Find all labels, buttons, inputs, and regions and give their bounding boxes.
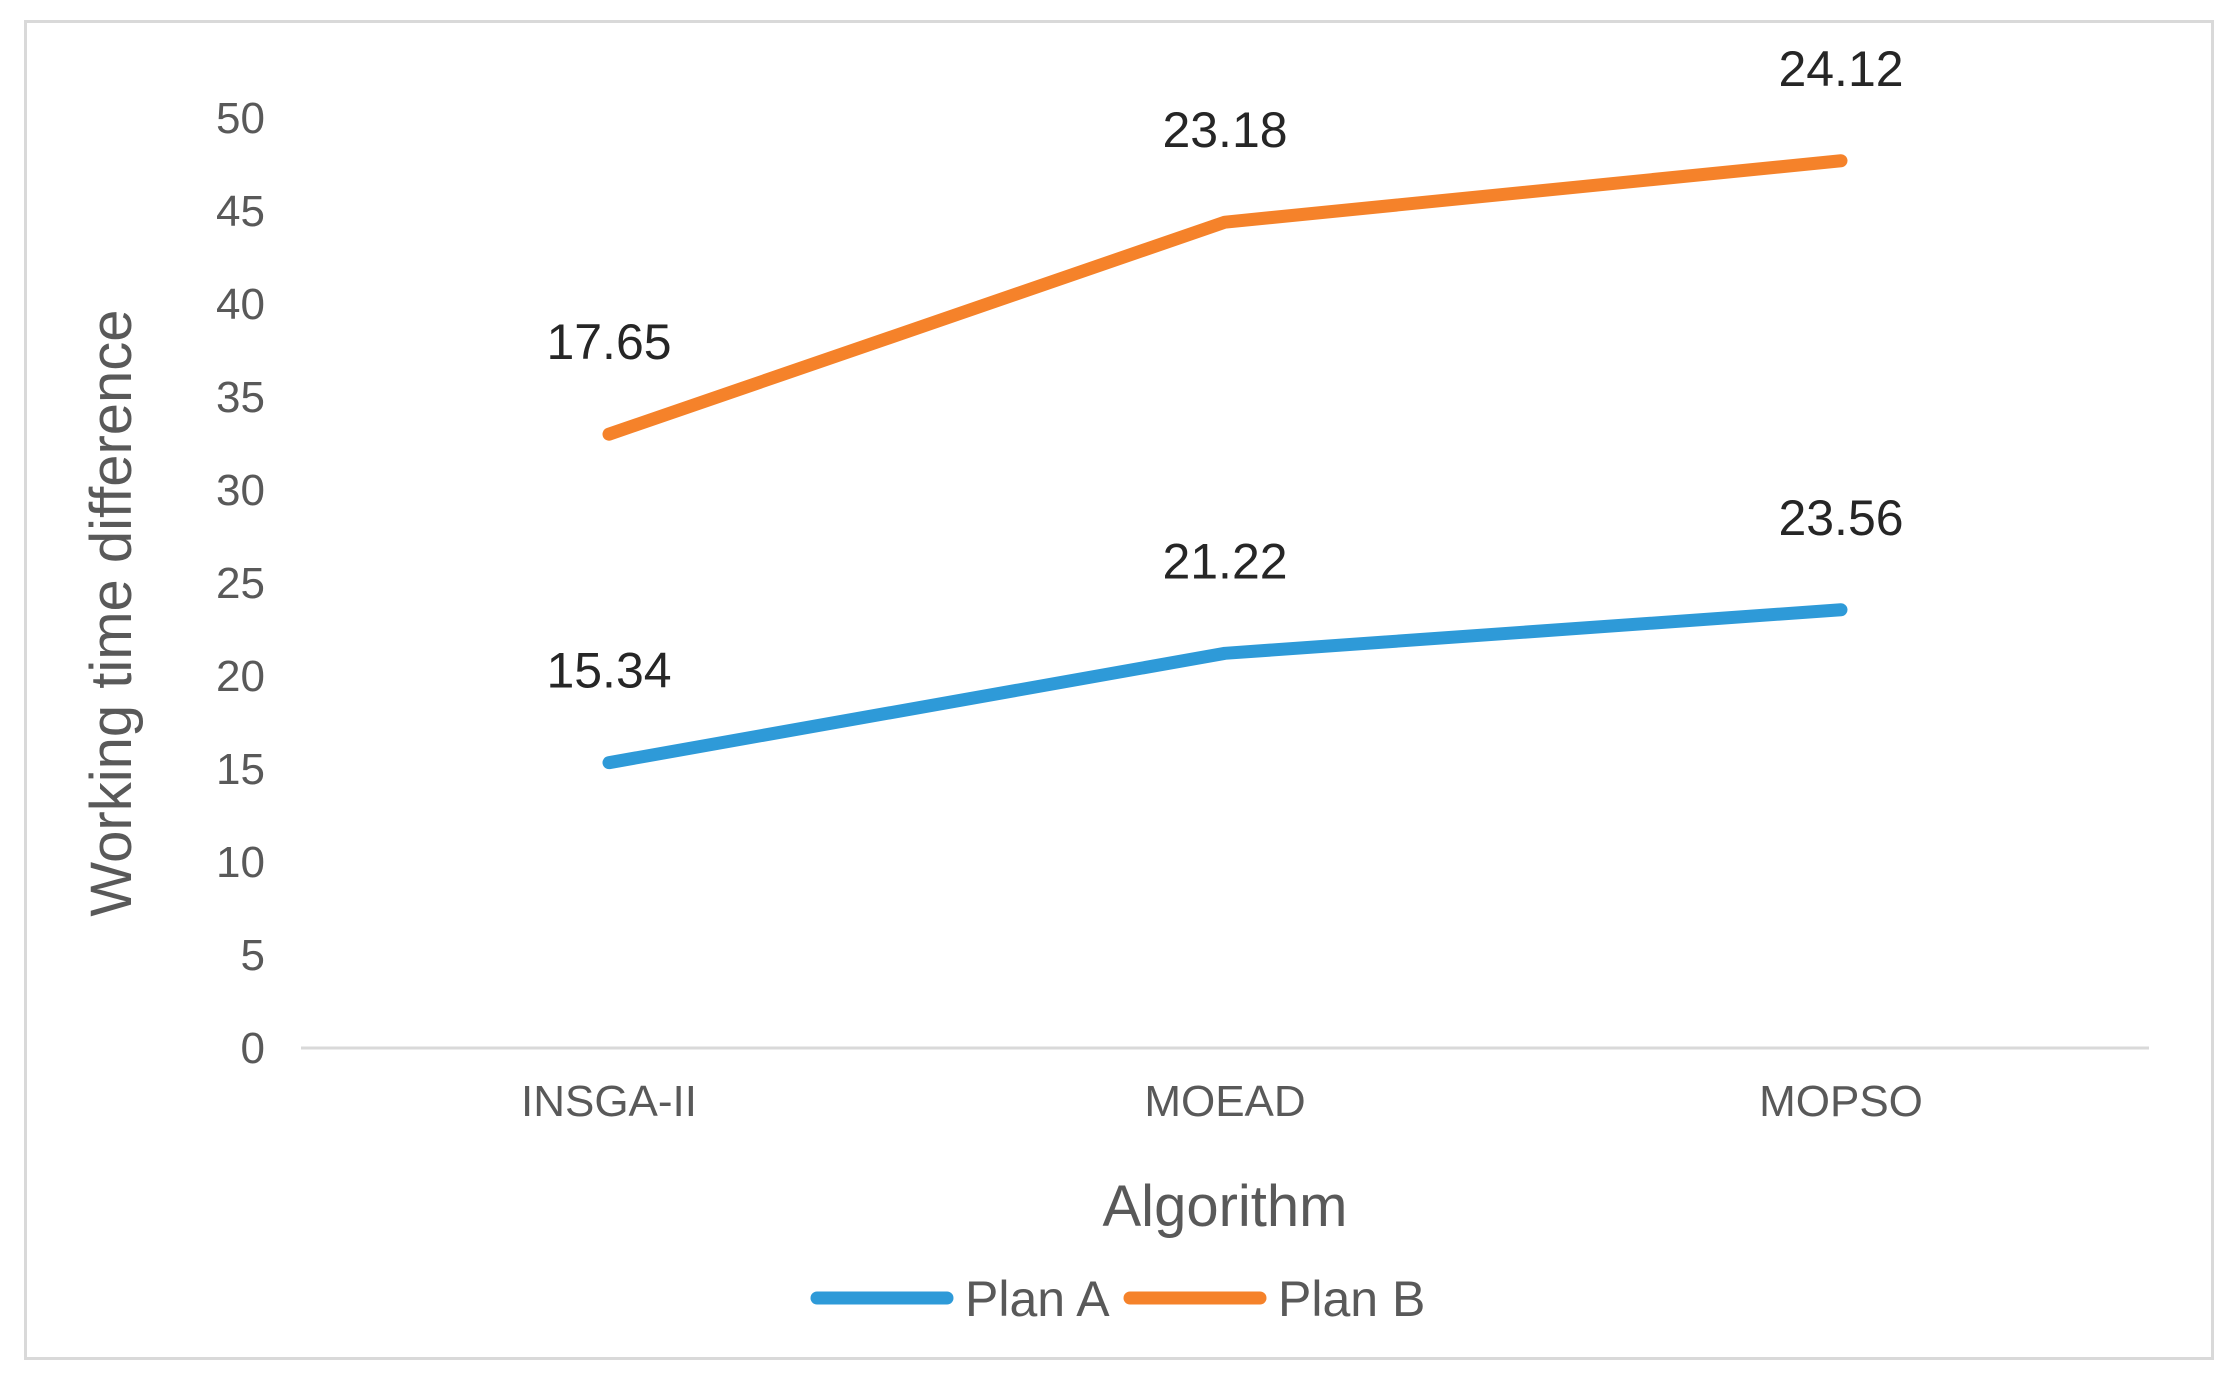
x-axis-title: Algorithm <box>1103 1174 1348 1239</box>
series-line-plan-b <box>602 154 1848 441</box>
y-tick-label: 20 <box>216 652 265 701</box>
y-tick-label: 10 <box>216 838 265 887</box>
x-axis-ticks: INSGA-II MOEAD MOPSO <box>521 1077 1923 1126</box>
y-axis-title: Working time difference <box>79 309 144 916</box>
y-axis-ticks: 0 5 10 15 20 25 30 35 40 45 50 <box>216 94 265 1073</box>
data-label: 23.56 <box>1778 490 1903 546</box>
x-tick-label: INSGA-II <box>521 1077 697 1126</box>
data-label: 15.34 <box>546 643 671 699</box>
legend-label: Plan B <box>1278 1271 1425 1327</box>
x-tick-label: MOEAD <box>1144 1077 1305 1126</box>
data-label: 21.22 <box>1162 533 1287 589</box>
x-tick-label: MOPSO <box>1759 1077 1923 1126</box>
y-tick-label: 15 <box>216 745 265 794</box>
y-tick-label: 45 <box>216 187 265 236</box>
y-tick-label: 35 <box>216 373 265 422</box>
y-tick-label: 0 <box>241 1024 265 1073</box>
y-tick-label: 40 <box>216 280 265 329</box>
data-label: 23.18 <box>1162 102 1287 158</box>
y-tick-label: 50 <box>216 94 265 143</box>
legend-label: Plan A <box>965 1271 1110 1327</box>
series-group <box>602 154 1848 770</box>
chart-frame: 0 5 10 15 20 25 30 35 40 45 50 INSGA-II MOEAD MOPSO … <box>24 20 2214 1360</box>
y-tick-label: 25 <box>216 559 265 608</box>
y-tick-label: 5 <box>241 931 265 980</box>
y-tick-label: 30 <box>216 466 265 515</box>
data-labels: 15.34 21.22 23.56 17.65 23.18 24.12 <box>546 41 1903 699</box>
data-label: 24.12 <box>1778 41 1903 97</box>
series-line-plan-a <box>602 603 1848 770</box>
data-label: 17.65 <box>546 314 671 370</box>
legend: Plan A Plan B <box>810 1271 1425 1327</box>
